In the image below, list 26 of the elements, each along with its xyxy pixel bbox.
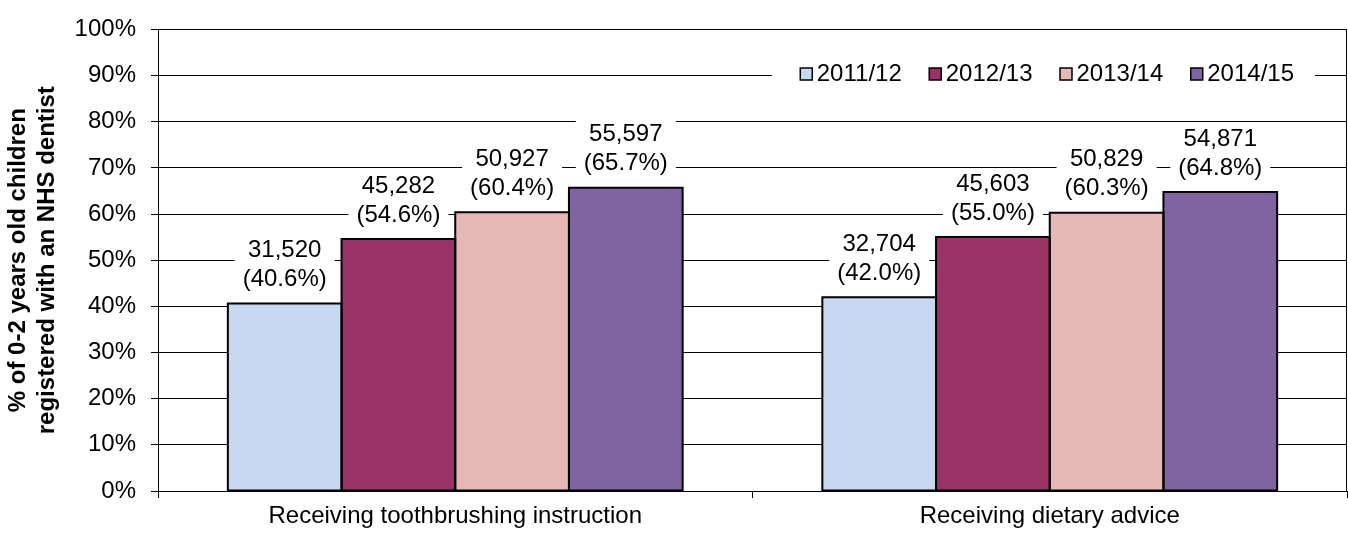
data-label: 32,704 (42.0%): [837, 228, 922, 285]
data-label: 50,829 (60.3%): [1064, 144, 1149, 201]
data-label: 45,603 (55.0%): [950, 168, 1035, 225]
y-tick-label: 80%: [87, 106, 136, 134]
y-tick-label: 60%: [87, 198, 136, 226]
y-tick-label: 90%: [87, 60, 136, 88]
legend-label: 2012/13: [945, 59, 1033, 87]
y-tick-label: 70%: [87, 152, 136, 180]
x-tick-label: Receiving toothbrushing instruction: [268, 501, 643, 529]
y-axis-title: % of 0-2 years old children registered with an NHS dentist: [3, 86, 59, 435]
data-label: 45,282 (54.6%): [356, 170, 441, 227]
y-tick-label: 20%: [87, 383, 136, 411]
legend-label: 2013/14: [1076, 59, 1164, 87]
legend-label: 2014/15: [1207, 59, 1295, 87]
data-label: 31,520 (40.6%): [242, 235, 327, 292]
data-label: 55,597 (65.7%): [583, 119, 668, 176]
y-tick-label: 100%: [74, 14, 136, 42]
data-label: 54,871 (64.8%): [1178, 123, 1263, 180]
y-tick-label: 0%: [101, 475, 136, 503]
y-tick-label: 10%: [87, 429, 136, 457]
data-label: 50,927 (60.4%): [470, 143, 555, 200]
y-tick-label: 30%: [87, 337, 136, 365]
y-tick-label: 40%: [87, 290, 136, 318]
y-tick-label: 50%: [87, 244, 136, 272]
legend-label: 2011/12: [816, 59, 902, 87]
x-tick-label: Receiving dietary advice: [919, 501, 1180, 529]
